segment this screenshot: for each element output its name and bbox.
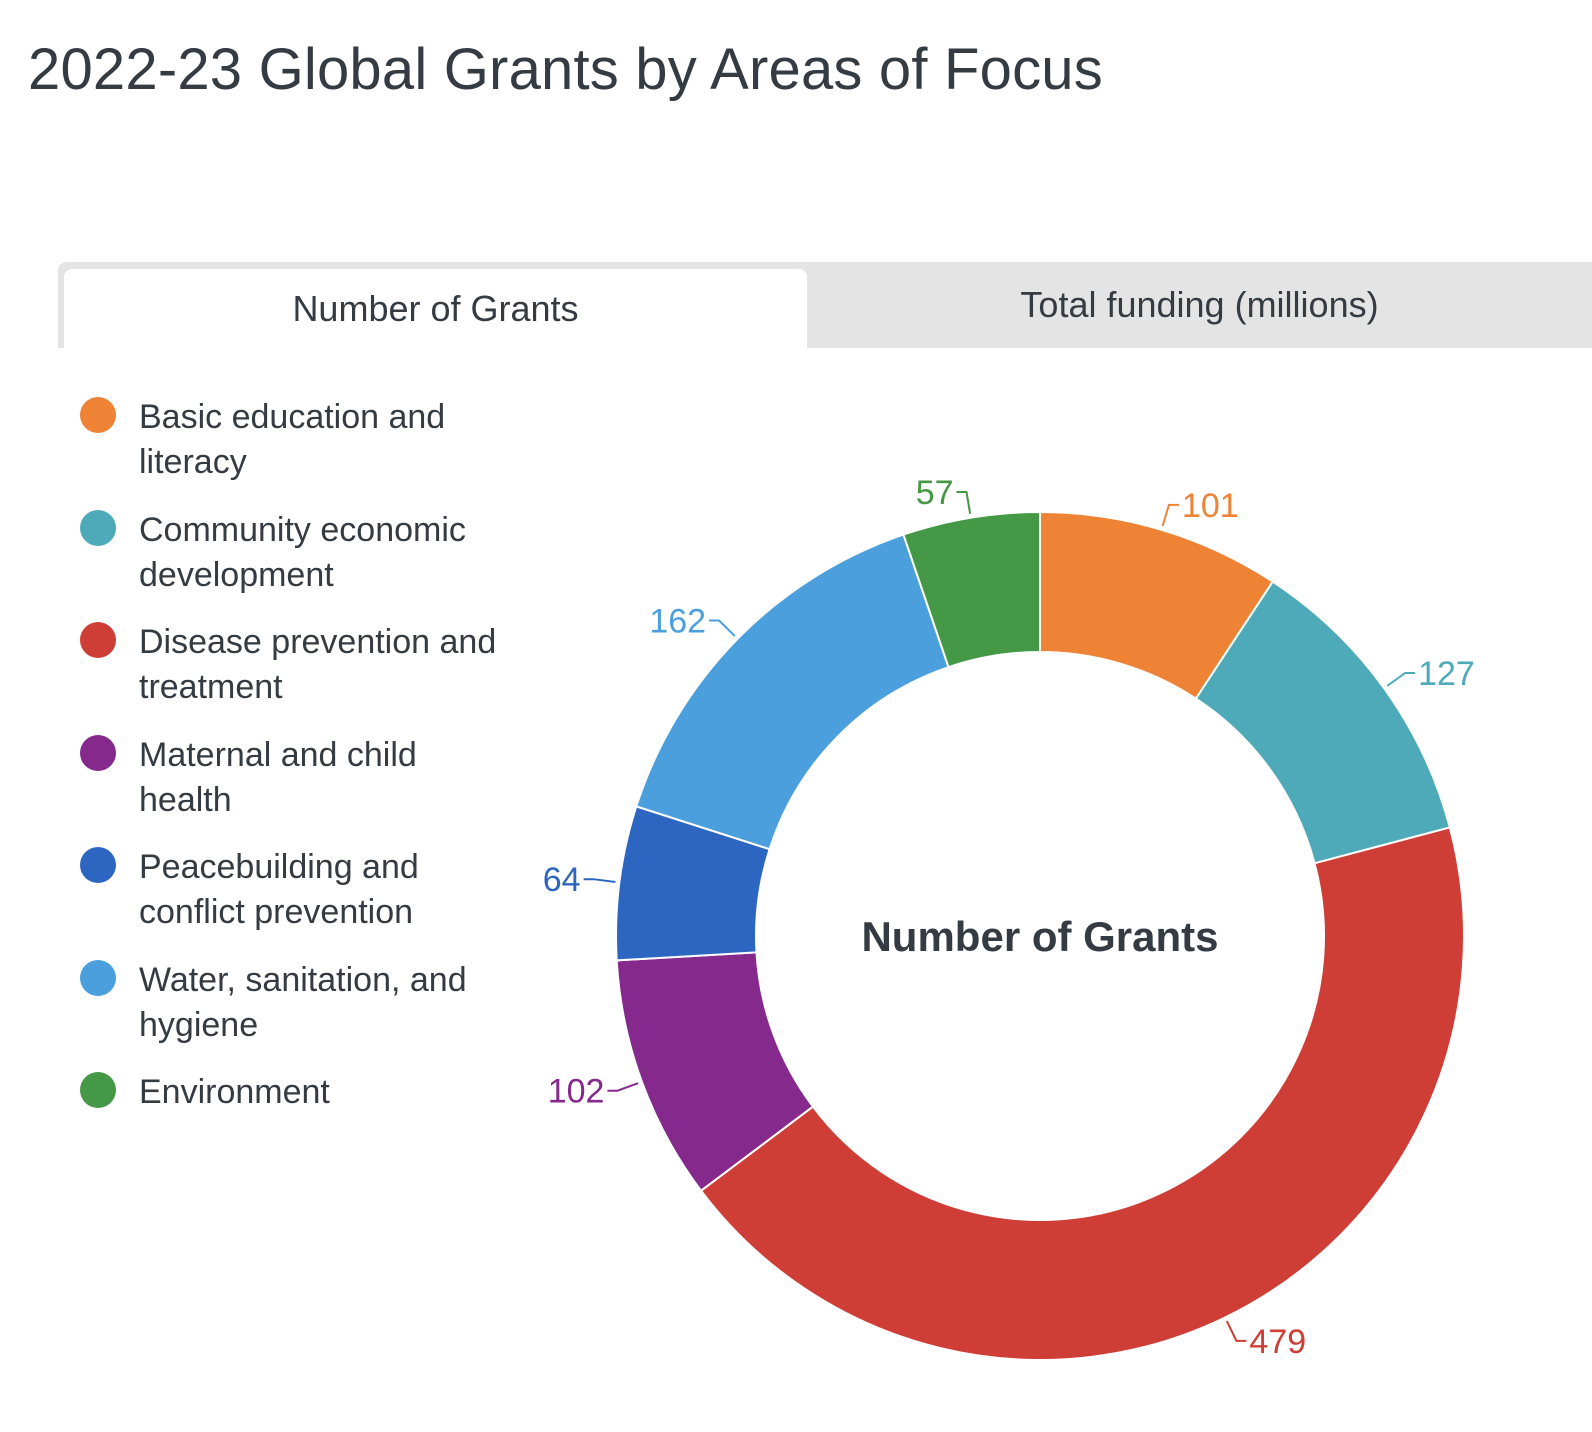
data-label-connector — [607, 1082, 639, 1092]
data-label: 64 — [543, 861, 581, 899]
data-label-connector — [956, 491, 972, 514]
legend-label: Maternal and child health — [139, 735, 417, 819]
legend-marker — [80, 622, 116, 658]
data-label: 57 — [916, 474, 954, 512]
data-label-connector — [1386, 671, 1416, 687]
legend-label: Water, sanitation, and hygiene — [139, 960, 467, 1044]
data-label: 102 — [548, 1073, 605, 1111]
legend-marker — [80, 397, 116, 433]
data-label: 479 — [1249, 1323, 1306, 1361]
page-title: 2022-23 Global Grants by Areas of Focus — [28, 37, 1103, 102]
legend-item[interactable]: Maternal and child health — [78, 733, 518, 846]
data-label-connector — [583, 878, 616, 883]
legend-item[interactable]: Community economic development — [78, 508, 518, 621]
legend-marker — [80, 847, 116, 883]
legend-label: Environment — [139, 1073, 330, 1111]
legend-marker — [80, 734, 116, 771]
tab-bar: Number of Grants Total funding (millions… — [58, 262, 1592, 348]
chart-legend: Basic education and literacy Community ec… — [78, 395, 518, 1183]
legend-marker — [80, 509, 116, 546]
legend-item[interactable]: Basic education and literacy — [78, 395, 518, 508]
data-label: 127 — [1418, 655, 1475, 693]
legend-label: Disease prevention and treatment — [139, 623, 497, 706]
data-label: 101 — [1182, 487, 1239, 525]
donut-slice[interactable] — [699, 826, 1465, 1361]
tab-total-funding[interactable]: Total funding (millions) — [1020, 284, 1379, 325]
data-label-connector — [1225, 1320, 1247, 1342]
legend-item[interactable]: Disease prevention and treatment — [78, 620, 518, 733]
donut-slice[interactable] — [635, 533, 950, 851]
legend-item[interactable]: Peacebuilding and conflict prevention — [78, 845, 518, 958]
tab-number-of-grants[interactable]: Number of Grants — [64, 269, 807, 348]
data-label-connector — [709, 619, 736, 637]
legend-marker — [80, 959, 116, 996]
chart-center-label: Number of Grants — [861, 913, 1218, 960]
legend-item[interactable]: Water, sanitation, and hygiene — [78, 958, 518, 1071]
donut-slice[interactable] — [902, 510, 1041, 669]
data-label: 162 — [649, 603, 706, 641]
data-label-connector — [1161, 503, 1179, 527]
legend-label: Community economic development — [139, 510, 466, 594]
legend-label: Peacebuilding and conflict prevention — [139, 848, 419, 931]
legend-label: Basic education and literacy — [139, 398, 446, 481]
legend-marker — [80, 1072, 116, 1108]
legend-item[interactable]: Environment — [78, 1070, 518, 1183]
